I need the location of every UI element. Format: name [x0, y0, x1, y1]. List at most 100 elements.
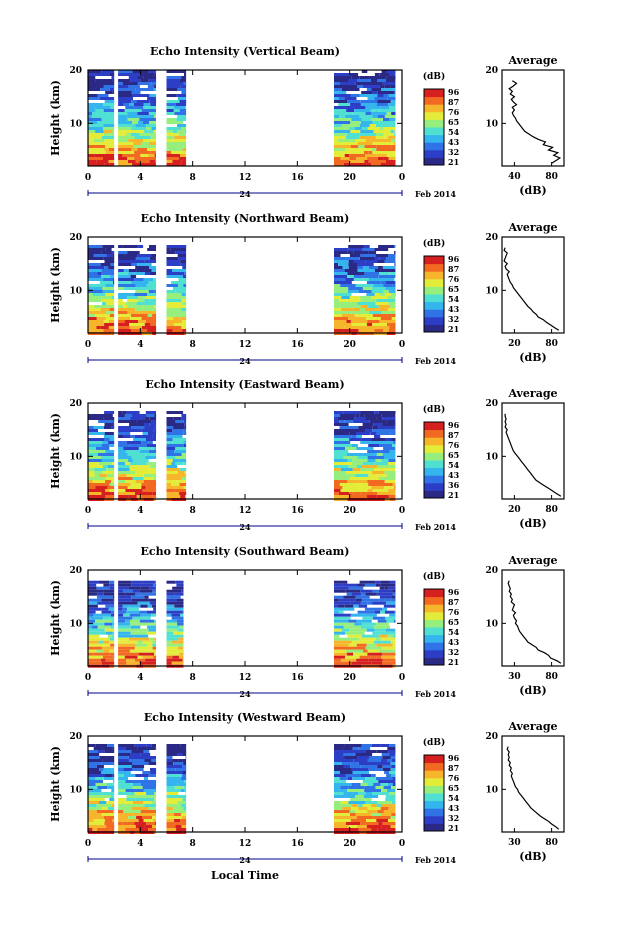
- heatmap-cell: [118, 762, 133, 765]
- colorbar-label: 65: [448, 783, 459, 793]
- heatmap-cell: [132, 459, 149, 462]
- colorbar-swatch: [424, 642, 444, 651]
- colorbar-label: 96: [448, 87, 460, 97]
- heatmap-cell: [180, 85, 187, 88]
- heatmap-cell: [360, 254, 376, 257]
- heatmap-cell: [137, 82, 152, 85]
- heatmap-cell: [109, 652, 115, 656]
- colorbar-label: 87: [448, 597, 459, 607]
- heatmap-cell: [145, 453, 157, 456]
- heatmap-cell: [358, 290, 372, 293]
- heatmap-cell: [88, 112, 93, 115]
- heatmap-cell: [349, 495, 367, 498]
- heatmap-cell: [340, 148, 346, 151]
- heatmap-cell: [166, 435, 183, 438]
- heatmap-cell: [349, 637, 359, 641]
- heatmap-cell: [385, 610, 394, 614]
- heatmap-cell: [100, 308, 110, 311]
- heatmap-cell: [374, 462, 389, 465]
- heatmap-cell: [102, 290, 115, 293]
- heatmap-cell: [166, 160, 173, 163]
- heatmap-cell: [353, 492, 361, 495]
- heatmap-cell: [347, 453, 363, 456]
- heatmap-cell: [181, 293, 186, 296]
- heatmap-cell: [88, 459, 102, 462]
- heatmap-cell: [118, 462, 126, 465]
- heatmap-cell: [347, 777, 353, 780]
- heatmap-cell: [108, 607, 115, 611]
- heatmap-cell: [367, 320, 380, 323]
- heatmap-cell: [376, 637, 381, 641]
- heatmap-cell: [144, 76, 157, 79]
- heatmap-cell: [166, 622, 178, 626]
- heatmap-cell: [129, 759, 145, 762]
- heatmap-cell: [365, 106, 381, 109]
- heatmap-cell: [395, 293, 396, 296]
- heatmap-cell: [360, 601, 368, 605]
- heatmap-cell: [380, 106, 389, 109]
- heatmap-cell: [88, 417, 104, 420]
- heatmap-cell: [125, 789, 144, 792]
- heatmap-cell: [113, 281, 115, 284]
- heatmap-cell: [104, 777, 115, 780]
- heatmap-cell: [118, 456, 132, 459]
- heatmap-cell: [357, 269, 375, 272]
- heatmap-cell: [99, 756, 115, 759]
- heatmap-cell: [118, 450, 126, 453]
- heatmap-cell: [383, 329, 389, 332]
- heatmap-cell: [107, 486, 112, 489]
- heatmap-cell: [172, 586, 184, 590]
- heatmap-cell: [166, 118, 177, 121]
- average-x-tick-label: 30: [508, 672, 521, 682]
- heatmap-cell: [334, 610, 339, 614]
- heatmap-cell: [137, 121, 143, 124]
- heatmap-cell: [340, 284, 356, 287]
- heatmap-cell: [109, 444, 115, 447]
- colorbar-label: 87: [448, 97, 459, 107]
- heatmap-cell: [342, 628, 349, 632]
- heatmap-cell: [364, 583, 376, 587]
- heatmap-cell: [118, 302, 127, 305]
- heatmap-cell: [88, 474, 95, 477]
- heatmap-cell: [118, 619, 126, 623]
- heatmap-cell: [357, 825, 367, 828]
- heatmap-cell: [374, 329, 383, 332]
- colorbar-label: 43: [448, 304, 460, 314]
- heatmap-cell: [345, 278, 354, 281]
- heatmap-cell: [334, 616, 351, 620]
- heatmap-cell: [379, 73, 390, 76]
- heatmap-cell: [334, 825, 349, 828]
- heatmap-cell: [340, 780, 347, 783]
- heatmap-cell: [166, 625, 180, 629]
- heatmap-cell: [138, 115, 155, 118]
- heatmap: [88, 245, 396, 335]
- heatmap-cell: [88, 580, 100, 584]
- heatmap-cell: [130, 275, 137, 278]
- heatmap-cell: [118, 118, 128, 121]
- average-y-tick-label: 10: [485, 619, 498, 629]
- heatmap-cell: [334, 819, 351, 822]
- heatmap-cell: [334, 91, 347, 94]
- heatmap-cell: [368, 266, 378, 269]
- heatmap-cell: [110, 106, 115, 109]
- heatmap-cell: [342, 124, 360, 127]
- heatmap-cell: [166, 771, 183, 774]
- heatmap-cell: [334, 145, 351, 148]
- heatmap-cell: [346, 822, 361, 825]
- heatmap-cell: [342, 272, 348, 275]
- heatmap-cell: [378, 305, 391, 308]
- heatmap-cell: [171, 462, 176, 465]
- heatmap-cell: [353, 251, 369, 254]
- heatmap-cell: [104, 260, 115, 263]
- heatmap-cell: [172, 655, 179, 659]
- heatmap-cell: [122, 411, 127, 414]
- heatmap-cell: [101, 444, 110, 447]
- heatmap-cell: [350, 103, 361, 106]
- y-tick-label: 20: [69, 66, 82, 76]
- heatmap-cell: [381, 311, 396, 314]
- heatmap-cell: [366, 163, 372, 166]
- heatmap-cell: [109, 320, 115, 323]
- heatmap-cell: [342, 807, 352, 810]
- heatmap-cell: [364, 245, 370, 248]
- heatmap-cell: [179, 492, 187, 495]
